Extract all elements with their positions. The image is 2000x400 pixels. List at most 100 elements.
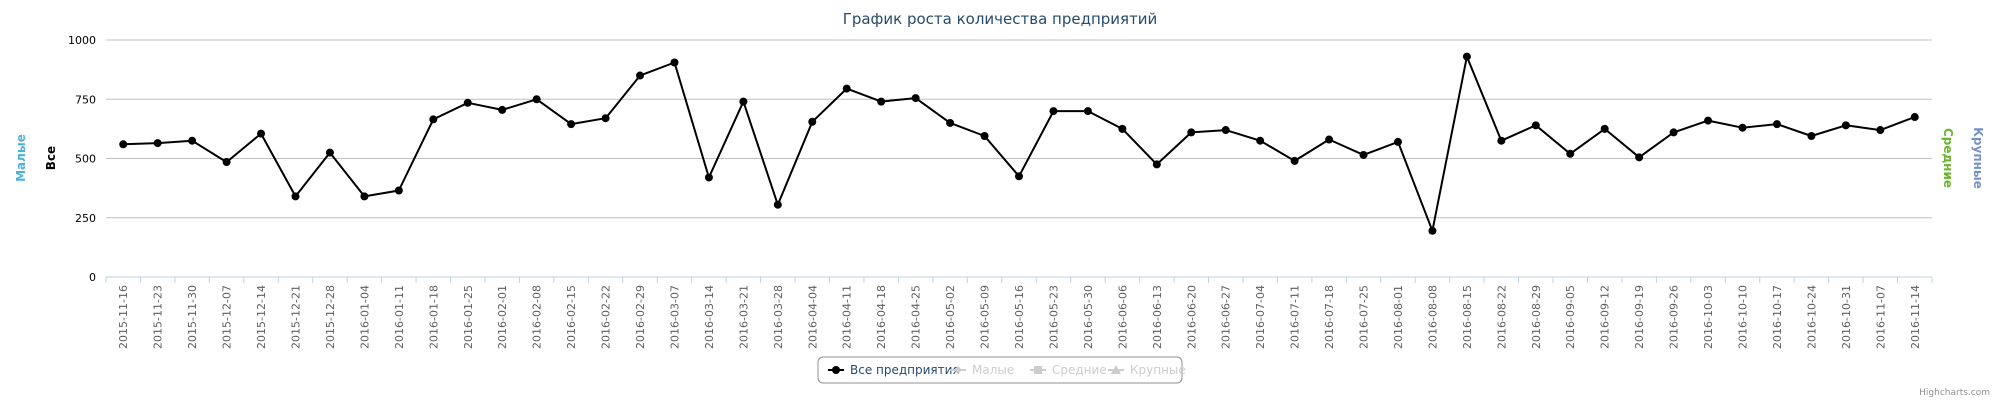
data-point[interactable] (1704, 116, 1713, 125)
data-point[interactable] (1049, 107, 1058, 116)
x-tick-label: 2016-11-07 (1874, 285, 1887, 349)
data-point[interactable] (670, 58, 679, 67)
data-point[interactable] (842, 84, 851, 93)
x-tick-label: 2016-03-28 (772, 285, 785, 349)
data-point[interactable] (1083, 107, 1092, 116)
y-tick-label: 1000 (68, 34, 96, 47)
y-axis-ticks: 0 250 500 750 1000 (68, 34, 96, 284)
data-point[interactable] (739, 97, 748, 106)
data-point[interactable] (1256, 136, 1265, 145)
x-tick-label: 2016-08-29 (1530, 285, 1543, 349)
data-point[interactable] (1187, 128, 1196, 137)
data-point[interactable] (429, 115, 438, 124)
x-tick-label: 2016-06-20 (1185, 285, 1198, 349)
data-point[interactable] (1118, 124, 1127, 133)
legend-label: Крупные (1130, 363, 1186, 377)
data-point[interactable] (1531, 121, 1540, 130)
data-point[interactable] (463, 98, 472, 107)
data-point[interactable] (394, 186, 403, 195)
data-point[interactable] (257, 129, 266, 138)
x-tick-label: 2016-03-14 (703, 285, 716, 349)
chart-title: График роста количества предприятий (843, 10, 1158, 28)
data-point[interactable] (1359, 150, 1368, 159)
x-tick-label: 2016-08-01 (1392, 285, 1405, 349)
data-point[interactable] (119, 140, 128, 149)
data-point[interactable] (704, 173, 713, 182)
data-point[interactable] (1566, 149, 1575, 158)
legend-item[interactable]: Малые (950, 363, 1014, 377)
legend-triangle-marker (1111, 365, 1121, 374)
x-tick-label: 2016-02-29 (634, 285, 647, 349)
data-point[interactable] (1290, 156, 1299, 165)
x-tick-label: 2016-05-16 (1013, 285, 1026, 349)
x-tick-label: 2016-08-22 (1495, 285, 1508, 349)
legend: Все предприятия Малые Средние Крупные (817, 356, 1186, 384)
x-tick-label: 2016-07-18 (1323, 285, 1336, 349)
x-tick-label: 2016-11-14 (1909, 285, 1922, 349)
y-tick-label: 250 (75, 212, 96, 225)
x-tick-label: 2016-07-04 (1254, 285, 1267, 349)
data-point[interactable] (567, 120, 576, 129)
data-point[interactable] (1428, 226, 1437, 235)
data-point[interactable] (1772, 120, 1781, 129)
data-point[interactable] (1807, 131, 1816, 140)
data-point[interactable] (360, 192, 369, 201)
legend-item[interactable]: Средние (1030, 363, 1107, 377)
data-point[interactable] (291, 192, 300, 201)
credits-link[interactable]: Highcharts.com (1919, 388, 1990, 398)
legend-item[interactable]: Все предприятия (828, 363, 960, 377)
x-tick-label: 2016-04-18 (875, 285, 888, 349)
x-tick-label: 2016-02-15 (565, 285, 578, 349)
data-point[interactable] (1738, 123, 1747, 132)
data-point[interactable] (1497, 136, 1506, 145)
x-tick-label: 2016-10-17 (1771, 285, 1784, 349)
data-point[interactable] (636, 71, 645, 80)
legend-item[interactable]: Крупные (1108, 363, 1186, 377)
y-axis-title: Все (44, 146, 58, 170)
series-line (123, 55, 1916, 232)
data-point[interactable] (222, 158, 231, 167)
legend-label: Все предприятия (850, 363, 960, 377)
data-point[interactable] (1876, 126, 1885, 135)
x-tick-label: 2016-06-13 (1151, 285, 1164, 349)
data-point[interactable] (1669, 128, 1678, 137)
data-point[interactable] (532, 95, 541, 104)
data-point[interactable] (1221, 126, 1230, 135)
x-tick-label: 2016-04-25 (910, 285, 923, 349)
data-point[interactable] (1462, 52, 1471, 61)
data-point[interactable] (877, 97, 886, 106)
data-point[interactable] (946, 118, 955, 127)
x-tick-label: 2016-02-22 (600, 285, 613, 349)
data-point[interactable] (188, 136, 197, 145)
x-tick-label: 2016-07-25 (1358, 285, 1371, 349)
data-point[interactable] (498, 105, 507, 114)
x-tick-label: 2015-11-23 (152, 285, 165, 349)
data-point[interactable] (773, 200, 782, 209)
x-tick-label: 2016-07-11 (1289, 285, 1302, 349)
x-tick-label: 2016-02-01 (496, 285, 509, 349)
x-tick-label: 2016-02-08 (531, 285, 544, 349)
data-point[interactable] (808, 117, 817, 126)
data-point[interactable] (1600, 124, 1609, 133)
data-point[interactable] (1152, 160, 1161, 169)
data-point[interactable] (1910, 113, 1919, 122)
data-point[interactable] (1015, 172, 1023, 181)
data-point[interactable] (1635, 153, 1644, 162)
data-point[interactable] (601, 114, 610, 123)
data-point[interactable] (980, 131, 989, 140)
x-tick-label: 2016-09-19 (1633, 285, 1646, 349)
data-point[interactable] (325, 148, 334, 157)
data-point[interactable] (1393, 137, 1402, 146)
x-tick-label: 2016-01-18 (427, 285, 440, 349)
data-point[interactable] (1325, 135, 1334, 144)
x-axis: 2015-11-16 2015-11-23 2015-11-30 2015-12-07… (105, 276, 1933, 349)
data-point[interactable] (911, 94, 920, 103)
x-tick-label: 2016-05-09 (979, 285, 992, 349)
x-tick-label: 2016-03-07 (668, 285, 681, 349)
x-tick-label: 2015-12-14 (255, 285, 268, 349)
y-axis-titles: Малые Все Средние Крупные (14, 127, 1985, 189)
data-point[interactable] (153, 139, 162, 148)
y-tick-label: 500 (75, 153, 96, 166)
data-point[interactable] (1841, 121, 1850, 130)
